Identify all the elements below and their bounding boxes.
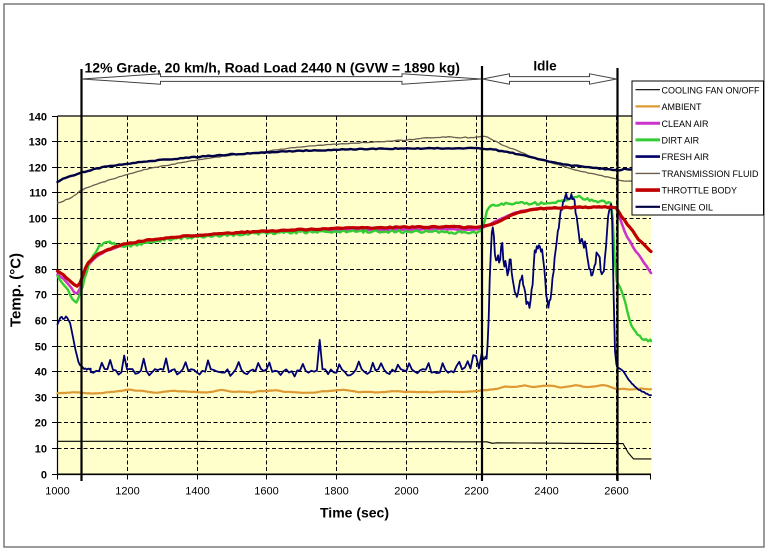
- svg-text:COOLING FAN ON/OFF: COOLING FAN ON/OFF: [662, 85, 761, 95]
- svg-text:2200: 2200: [464, 486, 488, 498]
- svg-text:30: 30: [35, 393, 47, 405]
- svg-text:2600: 2600: [604, 486, 628, 498]
- svg-text:Temp. (°C): Temp. (°C): [8, 253, 25, 327]
- svg-text:ENGINE OIL: ENGINE OIL: [662, 202, 714, 212]
- svg-text:20: 20: [35, 418, 47, 430]
- svg-text:70: 70: [35, 290, 47, 302]
- svg-text:50: 50: [35, 342, 47, 354]
- svg-text:AMBIENT: AMBIENT: [662, 102, 703, 112]
- svg-text:2000: 2000: [394, 486, 418, 498]
- svg-text:1400: 1400: [185, 486, 209, 498]
- svg-text:60: 60: [35, 316, 47, 328]
- svg-text:2400: 2400: [534, 486, 558, 498]
- svg-text:TRANSMISSION FLUID: TRANSMISSION FLUID: [662, 169, 760, 179]
- svg-text:CLEAN AIR: CLEAN AIR: [662, 119, 710, 129]
- svg-text:130: 130: [29, 137, 47, 149]
- svg-text:Time (sec): Time (sec): [320, 505, 389, 521]
- svg-text:120: 120: [29, 163, 47, 175]
- svg-text:40: 40: [35, 367, 47, 379]
- svg-text:1800: 1800: [324, 486, 348, 498]
- svg-text:1200: 1200: [115, 486, 139, 498]
- svg-text:DIRT AIR: DIRT AIR: [662, 136, 700, 146]
- svg-text:10: 10: [35, 444, 47, 456]
- svg-text:FRESH AIR: FRESH AIR: [662, 152, 710, 162]
- svg-text:Idle: Idle: [533, 58, 557, 73]
- svg-text:THROTTLE BODY: THROTTLE BODY: [662, 186, 738, 196]
- svg-text:140: 140: [29, 112, 47, 124]
- svg-text:1000: 1000: [45, 486, 69, 498]
- svg-text:110: 110: [29, 188, 47, 200]
- svg-text:12% Grade, 20 km/h, Road Load: 12% Grade, 20 km/h, Road Load 2440 N (GV…: [85, 60, 460, 76]
- svg-text:80: 80: [35, 265, 47, 277]
- svg-text:90: 90: [35, 239, 47, 251]
- svg-text:100: 100: [29, 214, 47, 226]
- svg-text:0: 0: [41, 470, 47, 482]
- svg-text:1600: 1600: [254, 486, 278, 498]
